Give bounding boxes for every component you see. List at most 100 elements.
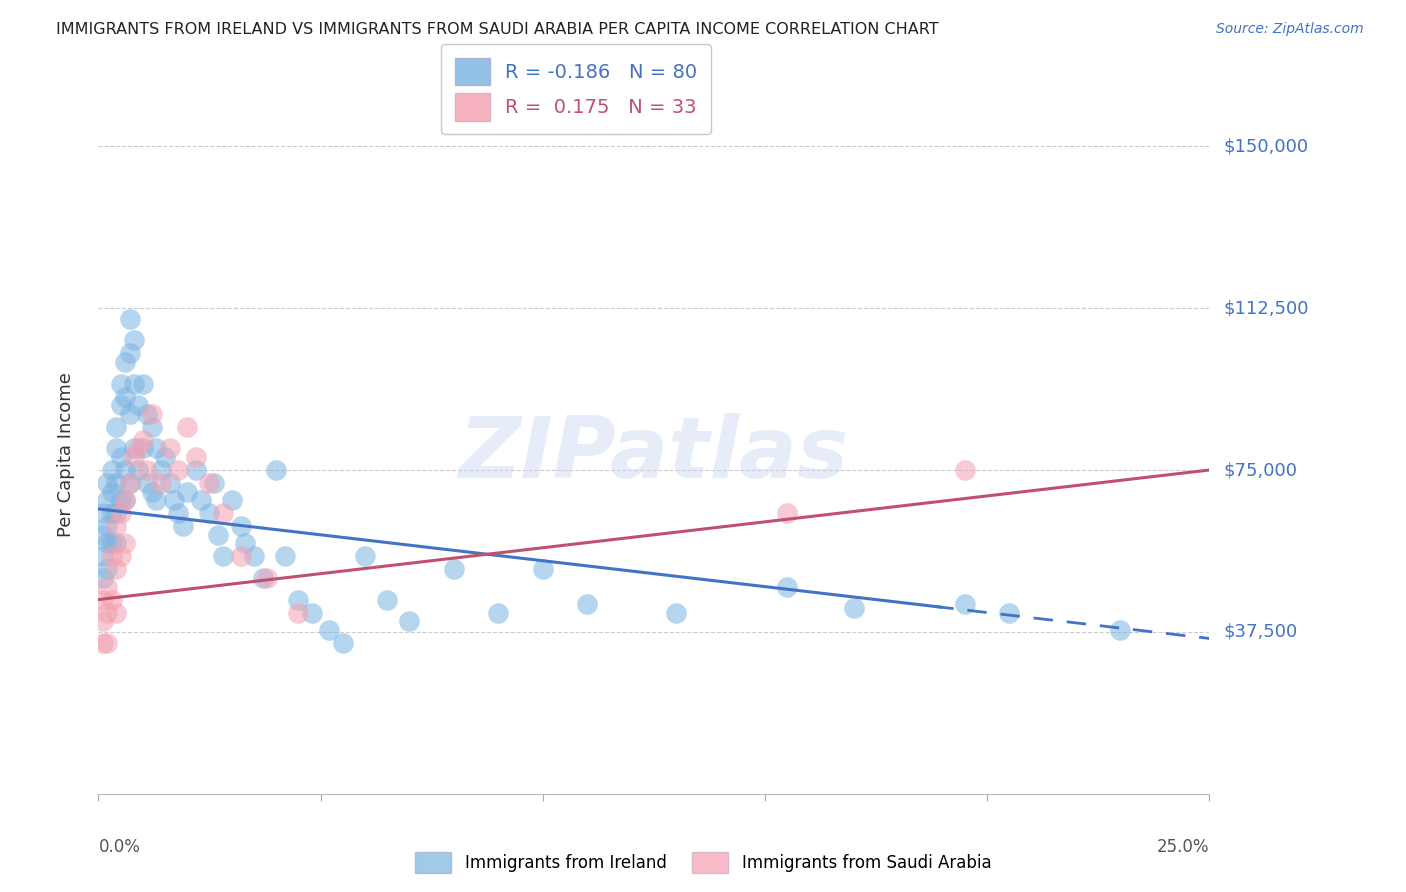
Point	[163, 493, 186, 508]
Point	[264, 463, 287, 477]
Point	[105, 606, 128, 620]
Point	[96, 536, 118, 550]
Point	[105, 475, 128, 490]
Point	[132, 433, 155, 447]
Point	[141, 484, 163, 499]
Point	[136, 407, 159, 421]
Point	[91, 549, 114, 564]
Point	[96, 493, 118, 508]
Text: $112,500: $112,500	[1223, 299, 1309, 318]
Point	[114, 463, 136, 477]
Point	[105, 442, 128, 456]
Point	[229, 519, 252, 533]
Point	[114, 536, 136, 550]
Point	[186, 463, 208, 477]
Point	[132, 442, 155, 456]
Point	[118, 312, 141, 326]
Y-axis label: Per Capita Income: Per Capita Income	[56, 373, 75, 537]
Point	[443, 562, 465, 576]
Point	[287, 592, 309, 607]
Point	[96, 562, 118, 576]
Point	[141, 420, 163, 434]
Point	[91, 592, 114, 607]
Point	[354, 549, 377, 564]
Point	[114, 493, 136, 508]
Point	[1109, 623, 1132, 637]
Point	[110, 506, 132, 520]
Point	[127, 442, 149, 456]
Point	[110, 549, 132, 564]
Point	[105, 420, 128, 434]
Point	[100, 549, 122, 564]
Point	[110, 493, 132, 508]
Point	[110, 450, 132, 464]
Point	[153, 450, 176, 464]
Point	[110, 376, 132, 391]
Point	[118, 475, 141, 490]
Point	[842, 601, 865, 615]
Point	[136, 475, 159, 490]
Point	[198, 506, 221, 520]
Point	[318, 623, 340, 637]
Point	[145, 493, 167, 508]
Point	[398, 614, 420, 628]
Point	[100, 536, 122, 550]
Point	[167, 506, 190, 520]
Point	[127, 463, 149, 477]
Point	[256, 571, 278, 585]
Legend: R = -0.186   N = 80, R =  0.175   N = 33: R = -0.186 N = 80, R = 0.175 N = 33	[441, 45, 711, 135]
Point	[100, 463, 122, 477]
Point	[118, 346, 141, 360]
Point	[91, 528, 114, 542]
Point	[122, 334, 145, 348]
Point	[531, 562, 554, 576]
Point	[172, 519, 194, 533]
Point	[998, 606, 1021, 620]
Text: ZIPatlas: ZIPatlas	[458, 413, 849, 497]
Point	[145, 442, 167, 456]
Point	[176, 484, 198, 499]
Point	[118, 475, 141, 490]
Point	[141, 407, 163, 421]
Point	[233, 536, 256, 550]
Point	[665, 606, 688, 620]
Text: $37,500: $37,500	[1223, 623, 1298, 641]
Point	[159, 442, 181, 456]
Point	[127, 398, 149, 412]
Text: Source: ZipAtlas.com: Source: ZipAtlas.com	[1216, 22, 1364, 37]
Point	[229, 549, 252, 564]
Point	[167, 463, 190, 477]
Point	[122, 450, 145, 464]
Point	[105, 536, 128, 550]
Point	[274, 549, 297, 564]
Point	[96, 606, 118, 620]
Point	[110, 398, 132, 412]
Point	[105, 562, 128, 576]
Point	[221, 493, 243, 508]
Point	[149, 463, 172, 477]
Point	[198, 475, 221, 490]
Point	[207, 528, 229, 542]
Point	[91, 614, 114, 628]
Point	[91, 636, 114, 650]
Point	[100, 506, 122, 520]
Point	[114, 355, 136, 369]
Point	[91, 571, 114, 585]
Point	[776, 506, 799, 520]
Point	[114, 493, 136, 508]
Point	[243, 549, 266, 564]
Point	[252, 571, 274, 585]
Point	[211, 506, 233, 520]
Point	[332, 636, 354, 650]
Point	[186, 450, 208, 464]
Text: $75,000: $75,000	[1223, 461, 1298, 479]
Text: 25.0%: 25.0%	[1157, 838, 1209, 856]
Point	[118, 407, 141, 421]
Point	[96, 519, 118, 533]
Point	[211, 549, 233, 564]
Point	[953, 597, 976, 611]
Point	[375, 592, 398, 607]
Text: $150,000: $150,000	[1223, 137, 1308, 155]
Point	[136, 463, 159, 477]
Point	[159, 475, 181, 490]
